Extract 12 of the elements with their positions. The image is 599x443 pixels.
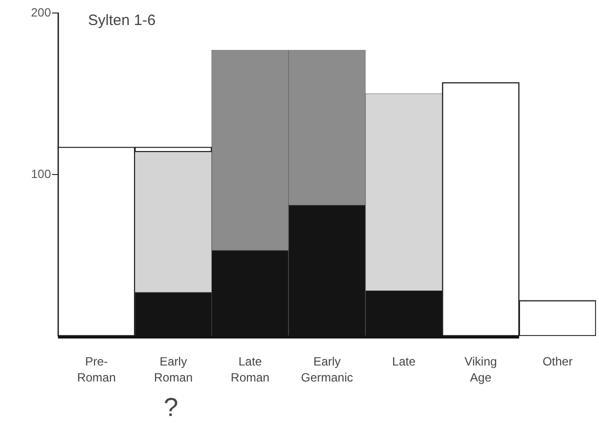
x-tick-label: Early: [313, 354, 341, 368]
x-tick-label: Late Roman: [230, 354, 270, 384]
text: ?: [164, 392, 178, 422]
x-tick-label: Late: [392, 354, 416, 368]
x-axis-title: Germanic: [300, 370, 354, 384]
x-tick-label: Early Roman: [154, 354, 193, 384]
x-tick-label: Viking Age: [464, 354, 497, 384]
x-tick-label: Pre-Roman: [77, 354, 116, 384]
y-tick-label: 200: [30, 5, 52, 20]
x-tick-label: Other: [542, 354, 573, 368]
y-tick-label: 100: [30, 166, 52, 181]
chart-title: Sylten 1-6: [88, 12, 156, 30]
